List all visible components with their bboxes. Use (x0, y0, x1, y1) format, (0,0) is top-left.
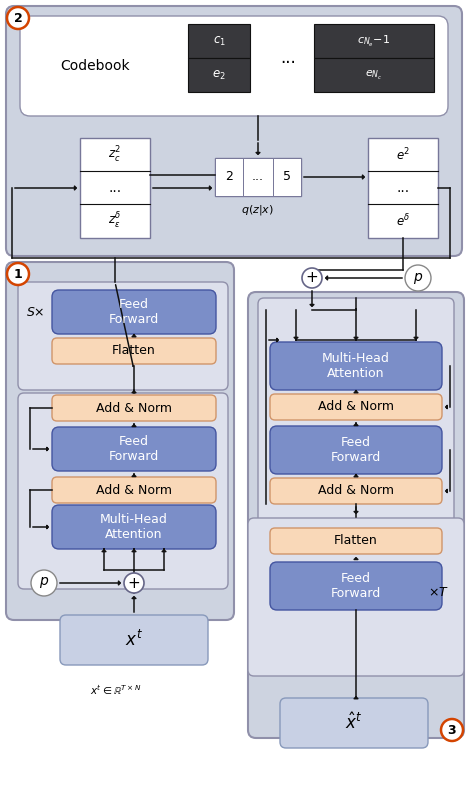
Bar (215, 158, 243, 196)
FancyBboxPatch shape (248, 518, 464, 676)
Text: $z_\epsilon^\delta$: $z_\epsilon^\delta$ (108, 211, 122, 231)
Bar (215, 158, 301, 196)
Text: 3: 3 (448, 723, 456, 736)
Text: Feed
Forward: Feed Forward (109, 435, 159, 463)
FancyBboxPatch shape (270, 426, 442, 474)
Text: ...: ... (396, 181, 410, 195)
Bar (273, 158, 301, 196)
Text: $z_c^2$: $z_c^2$ (109, 145, 122, 165)
Text: $x^t$: $x^t$ (125, 630, 143, 650)
Text: $\hat{x}^t$: $\hat{x}^t$ (345, 713, 363, 733)
Text: +: + (306, 270, 318, 286)
Bar (314, 58, 434, 92)
Text: 5: 5 (283, 171, 291, 184)
Text: Feed
Forward: Feed Forward (331, 572, 381, 600)
FancyBboxPatch shape (270, 528, 442, 554)
Circle shape (7, 263, 29, 285)
Text: Feed
Forward: Feed Forward (109, 298, 159, 326)
FancyBboxPatch shape (52, 338, 216, 364)
Text: Flatten: Flatten (112, 345, 156, 358)
FancyBboxPatch shape (248, 292, 464, 738)
Circle shape (405, 265, 431, 291)
Bar (188, 58, 250, 92)
Text: +: + (128, 576, 140, 590)
Text: Add & Norm: Add & Norm (318, 484, 394, 497)
Text: 1: 1 (14, 268, 22, 281)
Text: 2: 2 (14, 11, 22, 25)
Text: Feed
Forward: Feed Forward (331, 436, 381, 464)
Text: ...: ... (109, 181, 122, 195)
FancyBboxPatch shape (258, 298, 454, 542)
FancyBboxPatch shape (52, 395, 216, 421)
FancyBboxPatch shape (270, 478, 442, 504)
Text: $e^2$: $e^2$ (396, 147, 410, 164)
FancyBboxPatch shape (52, 477, 216, 503)
Text: Add & Norm: Add & Norm (96, 402, 172, 415)
Bar (188, 24, 250, 58)
FancyBboxPatch shape (270, 394, 442, 420)
FancyBboxPatch shape (270, 342, 442, 390)
FancyBboxPatch shape (270, 562, 442, 610)
Text: Multi-Head
Attention: Multi-Head Attention (322, 352, 390, 380)
Bar (368, 138, 438, 238)
Text: $e_2$: $e_2$ (212, 68, 226, 82)
FancyBboxPatch shape (52, 505, 216, 549)
FancyBboxPatch shape (52, 290, 216, 334)
Text: ...: ... (252, 171, 264, 184)
Text: $e_{N_c}$: $e_{N_c}$ (365, 68, 383, 82)
Text: ...: ... (280, 49, 296, 67)
FancyBboxPatch shape (6, 6, 462, 256)
Text: $c_{N_e}{-}1$: $c_{N_e}{-}1$ (358, 34, 391, 49)
Text: $c_1$: $c_1$ (212, 34, 226, 47)
Text: $x^t \in \mathbb{R}^{T \times N}$: $x^t \in \mathbb{R}^{T \times N}$ (90, 683, 142, 697)
FancyBboxPatch shape (60, 615, 208, 665)
FancyBboxPatch shape (52, 427, 216, 471)
Text: Multi-Head
Attention: Multi-Head Attention (100, 513, 168, 541)
Circle shape (31, 570, 57, 596)
Text: $\times T$: $\times T$ (428, 585, 448, 598)
FancyBboxPatch shape (20, 16, 448, 116)
Text: Codebook: Codebook (60, 59, 130, 73)
Text: Flatten: Flatten (334, 534, 378, 548)
Circle shape (124, 573, 144, 593)
Bar (314, 24, 434, 58)
Text: $S{\times}$: $S{\times}$ (26, 306, 44, 318)
Text: $p$: $p$ (413, 270, 423, 286)
Text: Add & Norm: Add & Norm (96, 484, 172, 496)
FancyBboxPatch shape (280, 698, 428, 748)
FancyBboxPatch shape (18, 393, 228, 589)
Circle shape (7, 7, 29, 29)
Text: $q(z|x)$: $q(z|x)$ (241, 203, 275, 217)
Bar (243, 158, 273, 196)
Text: Add & Norm: Add & Norm (318, 400, 394, 414)
Text: $e^\delta$: $e^\delta$ (396, 213, 410, 229)
Text: $p$: $p$ (39, 576, 49, 590)
Circle shape (302, 268, 322, 288)
Circle shape (441, 719, 463, 741)
FancyBboxPatch shape (6, 262, 234, 620)
Text: 2: 2 (225, 171, 233, 184)
Bar (80, 138, 150, 238)
FancyBboxPatch shape (18, 282, 228, 390)
